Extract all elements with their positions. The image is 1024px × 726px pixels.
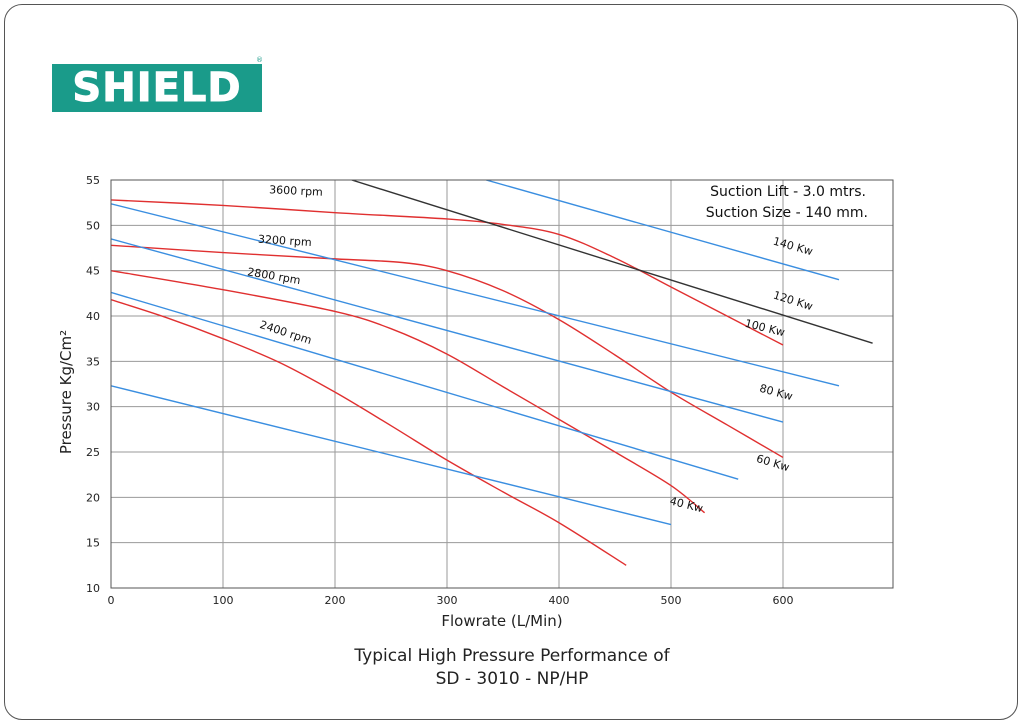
x-tick-label: 300 (437, 594, 458, 607)
y-tick-label: 50 (86, 219, 100, 232)
y-tick-label: 35 (86, 355, 100, 368)
curve-label-60-kw: 60 Kw (755, 452, 791, 474)
series-line-120-kw (351, 180, 873, 344)
registered-mark: ® (256, 56, 263, 64)
y-tick-label: 40 (86, 310, 100, 323)
series-line-2800-rpm (111, 269, 706, 514)
x-tick-label: 500 (661, 594, 682, 607)
series-line-40-kw (111, 385, 672, 526)
curve-label-3600-rpm: 3600 rpm (269, 183, 323, 199)
x-axis-label: Flowrate (L/Min) (441, 612, 562, 630)
series-line-3200-rpm (111, 244, 784, 459)
caption-line-2: SD - 3010 - NP/HP (435, 669, 589, 689)
caption-line-1: Typical High Pressure Performance of (354, 646, 670, 666)
x-tick-label: 0 (108, 594, 115, 607)
curve-label-3200-rpm: 3200 rpm (258, 233, 312, 249)
series-line-100-kw (111, 203, 840, 387)
x-tick-label: 100 (213, 594, 234, 607)
curve-label-80-kw: 80 Kw (758, 382, 794, 403)
y-tick-label: 15 (86, 537, 100, 550)
curve-label-140-kw: 140 Kw (772, 235, 815, 259)
y-tick-label: 25 (86, 446, 100, 459)
x-tick-label: 400 (549, 594, 570, 607)
y-axis-label: Pressure Kg/Cm² (57, 330, 75, 454)
series-line-3600-rpm (111, 199, 784, 346)
note-suction-lift: Suction Lift - 3.0 mtrs. (710, 184, 866, 200)
y-tick-label: 10 (86, 582, 100, 595)
series-line-60-kw (111, 291, 739, 480)
tick-labels: 0 100 200 300 400 500 600 10 15 20 25 30 35 40 45 50 55 (86, 174, 794, 607)
logo-text: SHIELD (72, 65, 242, 112)
shield-logo: SHIELD (52, 64, 262, 112)
note-suction-size: Suction Size - 140 mm. (706, 205, 868, 221)
curve-label-120-kw: 120 Kw (772, 289, 815, 314)
plot-frame (110, 179, 894, 589)
x-tick-label: 200 (325, 594, 346, 607)
curve-label-2400-rpm: 2400 rpm (258, 318, 313, 347)
y-tick-label: 30 (86, 401, 100, 414)
series-line-80-kw (111, 238, 784, 423)
x-tick-label: 600 (773, 594, 794, 607)
series-group (111, 180, 873, 566)
y-tick-label: 55 (86, 174, 100, 187)
plot-border (110, 179, 894, 589)
chart-card (4, 4, 1018, 720)
series-line-140-kw (486, 180, 840, 281)
y-tick-label: 45 (86, 265, 100, 278)
y-tick-label: 20 (86, 491, 100, 504)
series-line-2400-rpm (111, 299, 627, 566)
